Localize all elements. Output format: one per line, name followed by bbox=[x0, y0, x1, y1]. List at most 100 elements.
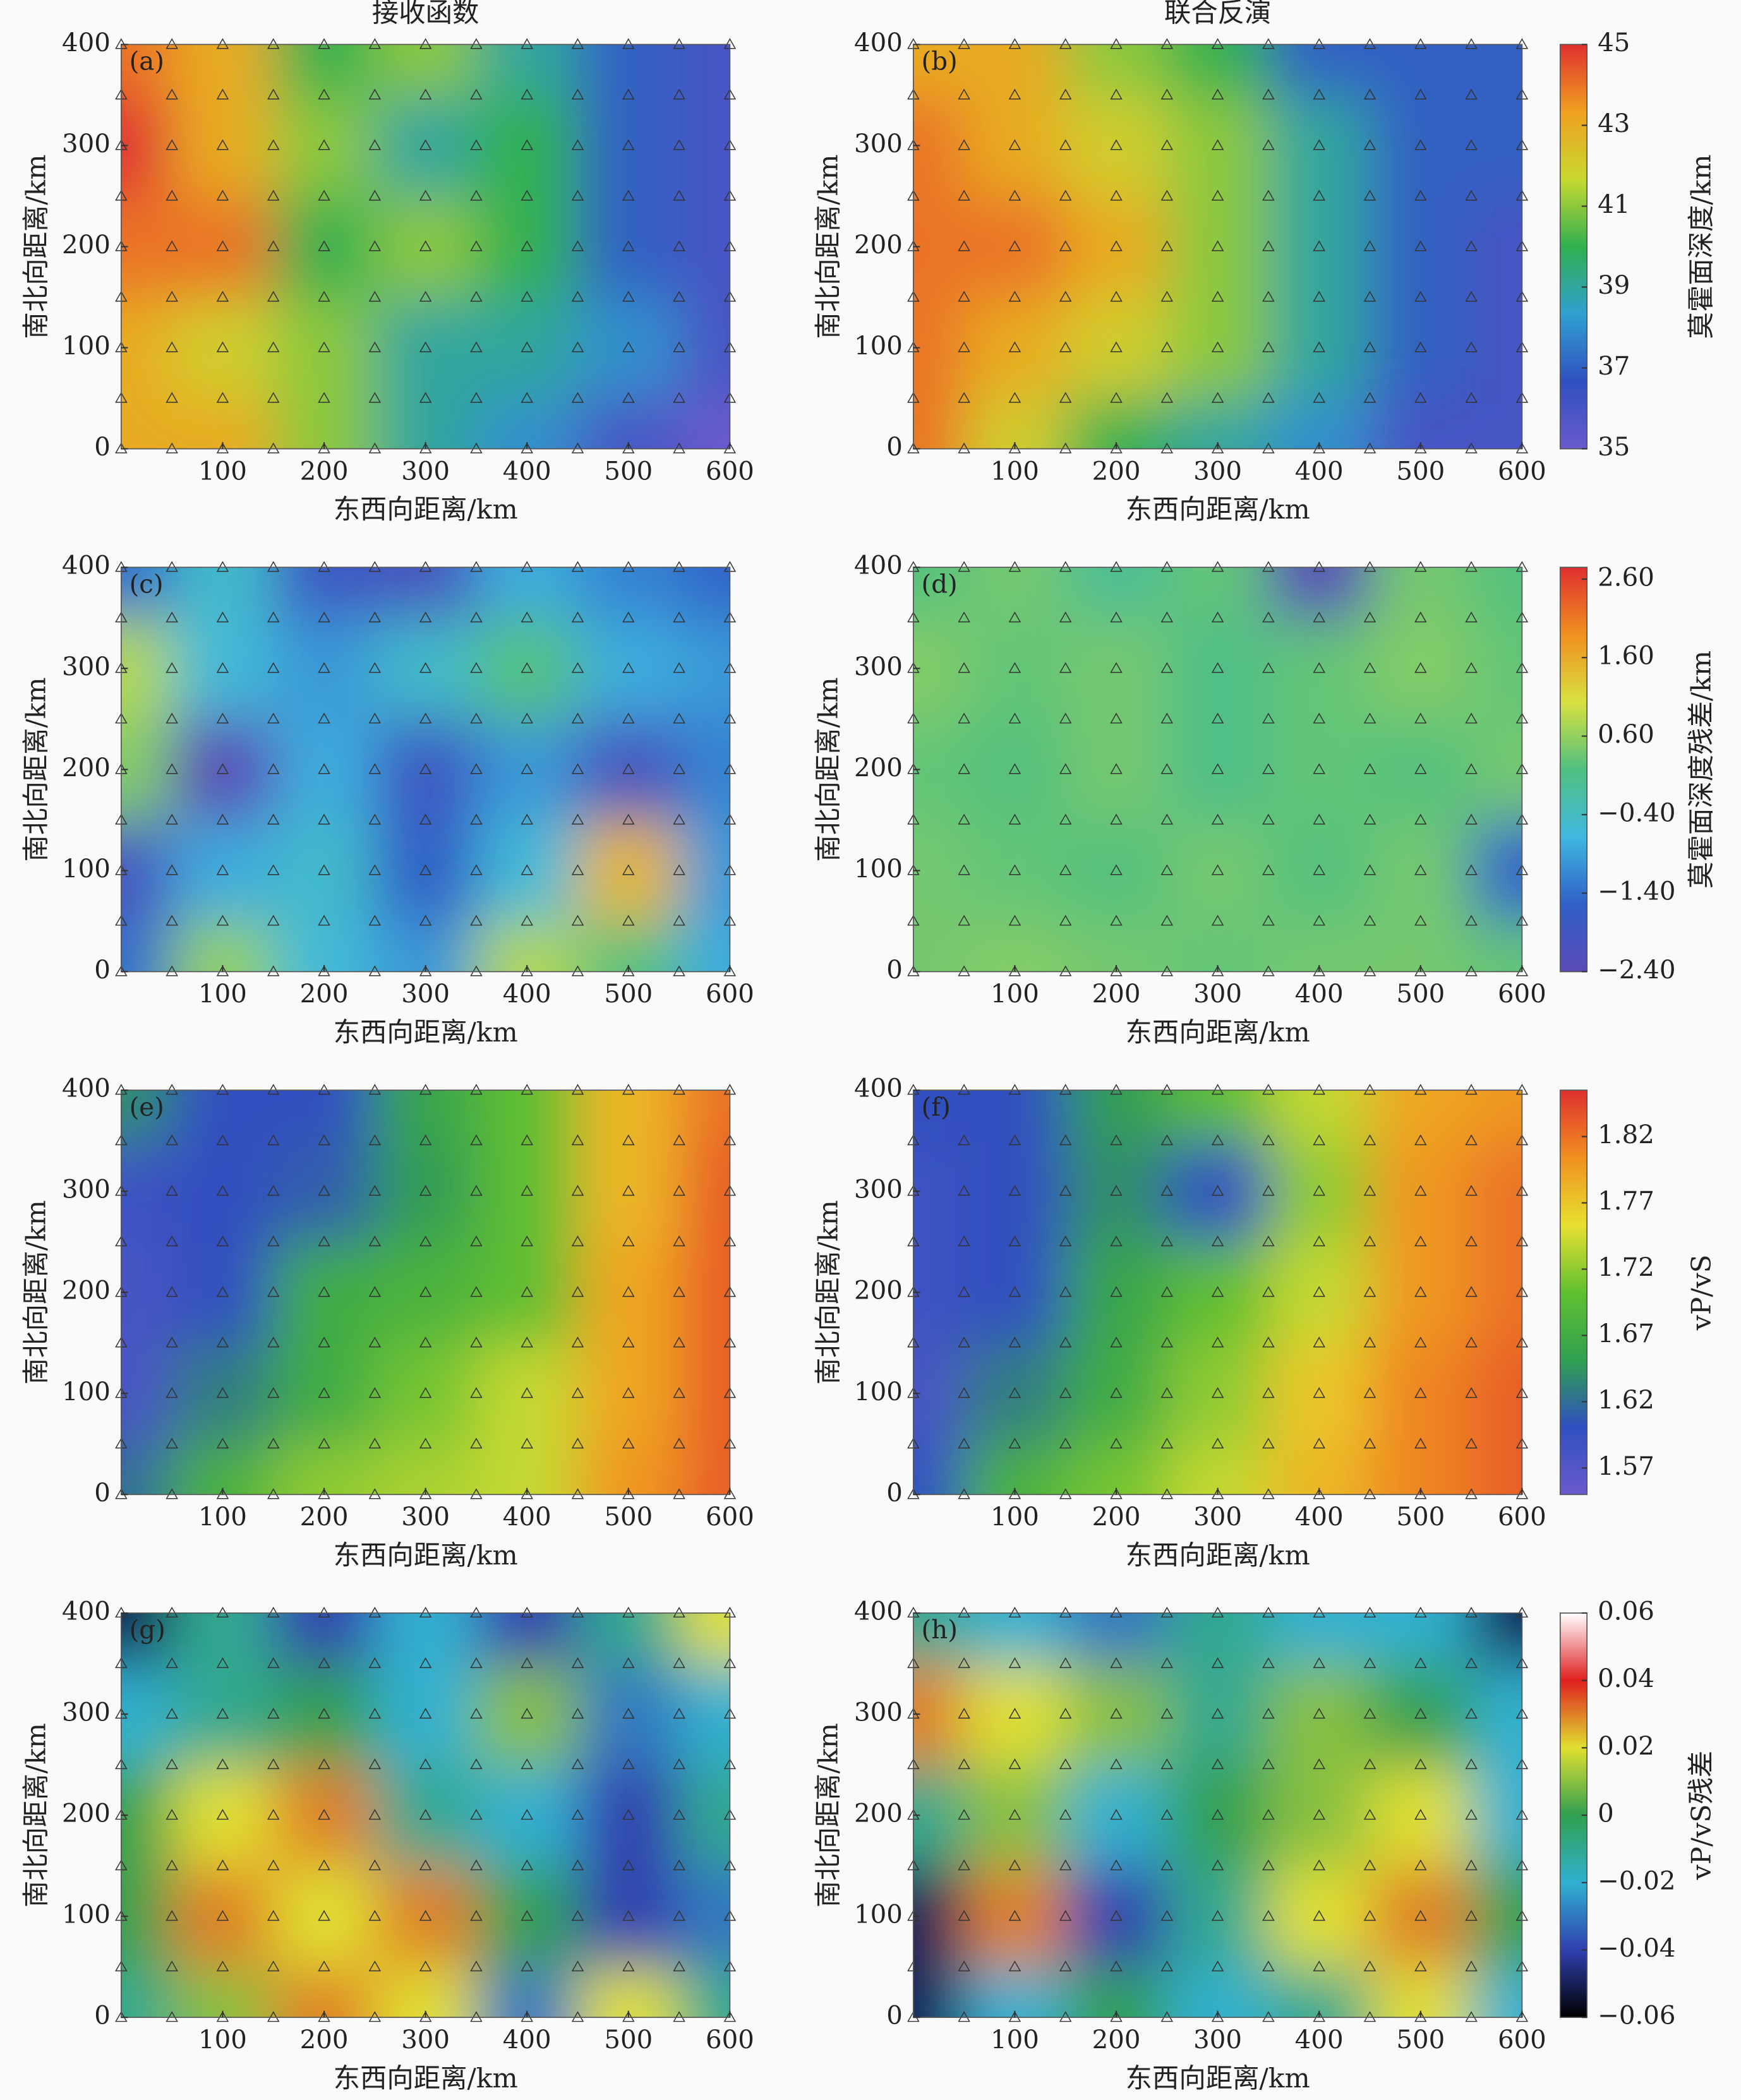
station bbox=[1313, 611, 1325, 623]
station bbox=[267, 915, 280, 926]
station bbox=[166, 763, 178, 774]
x-tick-label: 300 bbox=[401, 980, 450, 1009]
heat-cell bbox=[375, 1141, 477, 1243]
station bbox=[521, 1185, 533, 1196]
station bbox=[1059, 38, 1072, 49]
station bbox=[571, 864, 584, 875]
x-tick-label: 300 bbox=[1193, 457, 1242, 486]
station bbox=[318, 813, 330, 825]
heat-cell bbox=[172, 1090, 274, 1142]
station bbox=[1262, 189, 1275, 201]
y-tick-label: 200 bbox=[62, 1276, 111, 1305]
y-tick-label: 200 bbox=[854, 1276, 903, 1305]
station bbox=[1059, 763, 1072, 774]
station bbox=[1008, 712, 1021, 724]
x-tick-label: 400 bbox=[503, 2025, 551, 2055]
heat-cell bbox=[172, 719, 274, 821]
station bbox=[1262, 965, 1275, 976]
station bbox=[1211, 1387, 1224, 1398]
station bbox=[673, 864, 685, 875]
station bbox=[1465, 712, 1478, 724]
station bbox=[1059, 864, 1072, 875]
heat-cell bbox=[1268, 921, 1371, 972]
station bbox=[521, 1235, 533, 1247]
heat-cell bbox=[273, 1663, 376, 1766]
station bbox=[470, 1437, 483, 1449]
heat-cell bbox=[913, 567, 965, 619]
station bbox=[1414, 1758, 1427, 1770]
heat-cell bbox=[577, 196, 680, 298]
heatmap bbox=[121, 567, 730, 972]
colorbar-tick-label: 0.04 bbox=[1598, 1664, 1654, 1693]
station bbox=[267, 1235, 280, 1247]
station bbox=[368, 1286, 382, 1297]
heat-cell bbox=[1167, 196, 1269, 298]
station bbox=[1262, 1809, 1275, 1820]
station bbox=[1363, 341, 1377, 352]
station bbox=[571, 139, 584, 150]
station bbox=[216, 442, 229, 453]
y-axis-label: 南北向距离/km bbox=[812, 1200, 843, 1384]
station bbox=[419, 1235, 432, 1247]
heat-cell bbox=[1471, 1765, 1522, 1867]
station bbox=[267, 240, 280, 251]
colorbar-tick-label: 0 bbox=[1598, 1799, 1614, 1828]
station bbox=[1363, 1708, 1377, 1719]
station bbox=[958, 341, 970, 352]
station bbox=[622, 813, 635, 825]
heat-cell bbox=[577, 297, 680, 399]
heat-cell bbox=[1065, 1765, 1168, 1867]
station bbox=[1262, 392, 1275, 403]
heat-cell bbox=[476, 1444, 579, 1495]
heat-cell bbox=[375, 719, 477, 821]
station bbox=[1313, 1809, 1325, 1820]
station bbox=[1465, 915, 1478, 926]
station bbox=[216, 1084, 229, 1095]
station bbox=[1414, 1859, 1427, 1871]
station bbox=[1414, 1235, 1427, 1247]
station bbox=[470, 38, 483, 49]
heat-cell bbox=[964, 1444, 1066, 1495]
station bbox=[1262, 611, 1275, 623]
colorbar-tick-label: −0.04 bbox=[1598, 1934, 1675, 1963]
heat-cell bbox=[1471, 1967, 1522, 2018]
chart-title: 联合反演 bbox=[1164, 0, 1272, 28]
station bbox=[1059, 712, 1072, 724]
heat-cell bbox=[679, 618, 730, 720]
station bbox=[673, 341, 685, 352]
heat-cell bbox=[172, 1343, 274, 1445]
panel-label: (f) bbox=[922, 1093, 951, 1122]
heat-cell bbox=[375, 44, 477, 96]
station bbox=[318, 1185, 330, 1196]
station bbox=[368, 561, 382, 572]
station bbox=[673, 763, 685, 774]
station bbox=[1160, 915, 1174, 926]
station bbox=[1414, 965, 1427, 976]
station bbox=[1110, 915, 1123, 926]
station bbox=[419, 813, 432, 825]
station bbox=[216, 712, 229, 724]
station bbox=[1414, 1185, 1427, 1196]
station bbox=[470, 392, 483, 403]
station bbox=[1363, 1387, 1377, 1398]
station bbox=[318, 662, 330, 673]
station bbox=[1313, 763, 1325, 774]
station bbox=[368, 611, 382, 623]
station bbox=[1160, 1708, 1174, 1719]
heat-cell bbox=[577, 1090, 680, 1142]
heat-cell bbox=[1370, 1242, 1473, 1344]
station bbox=[1313, 561, 1325, 572]
x-tick-label: 600 bbox=[1498, 2025, 1546, 2055]
y-tick-label: 100 bbox=[62, 1377, 111, 1407]
station bbox=[1110, 38, 1123, 49]
station bbox=[166, 1235, 178, 1247]
station bbox=[1008, 1185, 1021, 1196]
heat-cell bbox=[1471, 1090, 1522, 1142]
y-tick-label: 300 bbox=[854, 652, 903, 681]
colorbar-tick-label: 0.60 bbox=[1598, 720, 1654, 749]
station bbox=[571, 240, 584, 251]
station bbox=[318, 1134, 330, 1146]
heat-cell bbox=[679, 44, 730, 96]
station bbox=[1160, 2011, 1174, 2022]
heatmap bbox=[121, 1090, 730, 1495]
